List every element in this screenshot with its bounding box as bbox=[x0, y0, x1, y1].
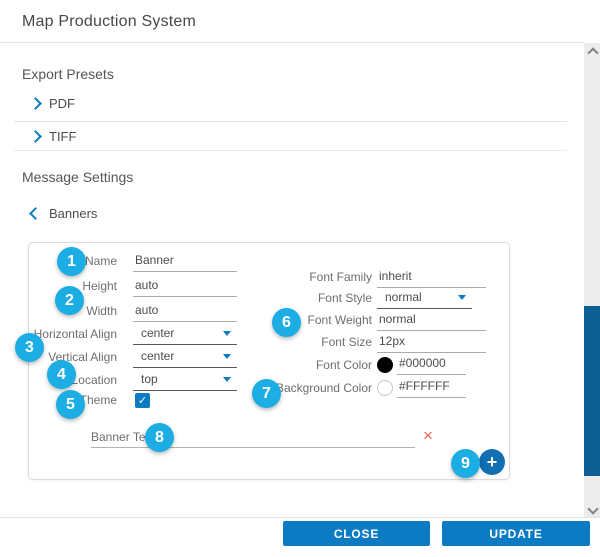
name-label: Name bbox=[84, 254, 117, 268]
font-style-select[interactable]: normal bbox=[377, 290, 472, 309]
field-row-font-size: Font Size bbox=[258, 333, 486, 353]
selected-value: top bbox=[141, 372, 158, 386]
field-row-horizontal-align: Horizontal Align center bbox=[28, 325, 237, 345]
back-to-banners[interactable]: Banners bbox=[29, 205, 98, 221]
annotation-badge-5: 5 bbox=[56, 390, 85, 419]
message-settings-heading: Message Settings bbox=[22, 169, 134, 185]
annotation-badge-1: 1 bbox=[57, 247, 86, 276]
chevron-right-icon bbox=[29, 129, 42, 143]
field-row-name: Name bbox=[28, 252, 237, 272]
back-label: Banners bbox=[49, 205, 98, 221]
font-family-input[interactable] bbox=[377, 268, 486, 288]
field-row-font-weight: Font Weight bbox=[258, 311, 486, 331]
accordion-label: PDF bbox=[49, 95, 75, 111]
vertical-scrollbar[interactable] bbox=[584, 43, 600, 517]
height-input[interactable] bbox=[133, 277, 237, 297]
remove-banner-icon[interactable]: × bbox=[423, 426, 433, 445]
field-row-background-color: Background Color bbox=[258, 378, 466, 398]
annotation-badge-9: 9 bbox=[451, 449, 480, 478]
banner-text-field: Banner Text bbox=[91, 428, 415, 448]
accordion-item-pdf[interactable]: PDF bbox=[29, 95, 75, 111]
chevron-left-icon bbox=[29, 206, 42, 220]
location-label: Location bbox=[71, 373, 117, 387]
width-input[interactable] bbox=[133, 302, 237, 322]
field-row-font-family: Font Family bbox=[258, 268, 486, 288]
horizontal-align-label: Horizontal Align bbox=[33, 327, 117, 341]
font-size-input[interactable] bbox=[377, 333, 486, 353]
annotation-badge-4: 4 bbox=[47, 360, 76, 389]
background-color-input[interactable] bbox=[397, 378, 466, 398]
annotation-badge-8: 8 bbox=[145, 423, 174, 452]
page-title: Map Production System bbox=[22, 13, 197, 30]
header-divider bbox=[0, 42, 584, 43]
chevron-down-icon bbox=[223, 330, 231, 336]
field-row-location: Location top bbox=[28, 371, 237, 391]
annotation-badge-2: 2 bbox=[55, 286, 84, 315]
vertical-align-select[interactable]: center bbox=[133, 349, 237, 368]
scroll-down-icon[interactable] bbox=[587, 503, 599, 515]
font-weight-input[interactable] bbox=[377, 311, 486, 331]
background-color-swatch[interactable] bbox=[377, 380, 393, 396]
field-row-font-style: Font Style normal bbox=[258, 289, 472, 309]
update-button[interactable]: UPDATE bbox=[442, 521, 590, 546]
row-divider bbox=[14, 121, 567, 122]
footer-divider bbox=[0, 517, 600, 518]
close-button[interactable]: CLOSE bbox=[283, 521, 430, 546]
row-divider bbox=[14, 150, 567, 151]
selected-value: center bbox=[141, 326, 175, 340]
banner-text-input[interactable] bbox=[154, 431, 415, 447]
font-color-input[interactable] bbox=[397, 355, 466, 375]
background-color-label: Background Color bbox=[275, 380, 372, 395]
scrollbar-thumb[interactable] bbox=[584, 306, 600, 476]
accordion-item-tiff[interactable]: TIFF bbox=[29, 128, 77, 144]
theme-checkbox[interactable]: ✓ bbox=[135, 392, 150, 408]
scroll-up-icon[interactable] bbox=[587, 47, 599, 59]
font-family-label: Font Family bbox=[309, 270, 372, 284]
accordion-label: TIFF bbox=[49, 128, 77, 144]
font-size-label: Font Size bbox=[321, 335, 372, 349]
annotation-badge-7: 7 bbox=[252, 379, 281, 408]
banner-text-label: Banner Text bbox=[91, 430, 155, 444]
horizontal-align-select[interactable]: center bbox=[133, 326, 237, 345]
plus-icon: + bbox=[486, 452, 498, 472]
font-weight-label: Font Weight bbox=[307, 313, 372, 327]
field-row-width: Width bbox=[28, 302, 237, 322]
field-row-font-color: Font Color bbox=[258, 355, 466, 375]
selected-value: normal bbox=[385, 290, 422, 304]
font-color-label: Font Color bbox=[315, 357, 372, 372]
font-style-label: Font Style bbox=[317, 291, 372, 305]
annotation-badge-6: 6 bbox=[272, 308, 301, 337]
add-banner-button[interactable]: + bbox=[479, 449, 505, 475]
font-color-swatch[interactable] bbox=[377, 357, 393, 373]
height-label: Height bbox=[82, 279, 117, 293]
name-input[interactable] bbox=[133, 252, 237, 272]
selected-value: center bbox=[141, 349, 175, 363]
chevron-down-icon bbox=[223, 353, 231, 359]
export-presets-heading: Export Presets bbox=[22, 66, 114, 82]
chevron-down-icon bbox=[458, 294, 466, 300]
theme-label: Theme bbox=[79, 392, 117, 407]
field-row-height: Height bbox=[28, 277, 237, 297]
chevron-right-icon bbox=[29, 96, 42, 110]
location-select[interactable]: top bbox=[133, 372, 237, 391]
field-row-theme: Theme ✓ bbox=[28, 391, 150, 409]
width-label: Width bbox=[86, 304, 117, 318]
chevron-down-icon bbox=[223, 376, 231, 382]
annotation-badge-3: 3 bbox=[15, 333, 44, 362]
checkmark-icon: ✓ bbox=[137, 394, 148, 407]
